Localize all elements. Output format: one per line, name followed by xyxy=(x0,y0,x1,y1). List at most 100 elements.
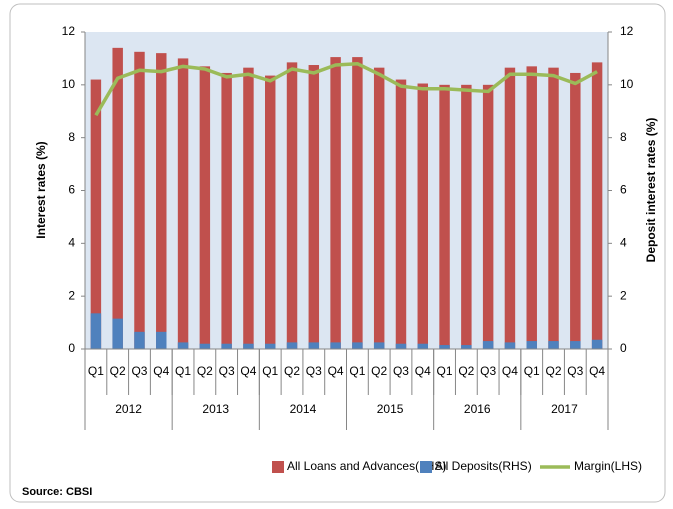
bar xyxy=(243,67,254,349)
legend-swatch xyxy=(272,461,284,473)
y2-tick-label: 6 xyxy=(620,183,627,197)
x-tick-label: Q1 xyxy=(262,364,278,378)
bar xyxy=(570,72,581,349)
y2-tick-label: 4 xyxy=(620,236,627,250)
x-tick-label: Q4 xyxy=(415,364,431,378)
x-tick-label: Q1 xyxy=(437,364,453,378)
y-axis-title: Interest rates (%) xyxy=(34,141,48,238)
x-tick-label: Q2 xyxy=(110,364,126,378)
y-tick-label: 8 xyxy=(68,130,75,144)
x-group-label: 2016 xyxy=(464,402,491,416)
x-tick-label: Q3 xyxy=(131,364,147,378)
y-tick-label: 10 xyxy=(62,77,76,91)
legend-label: All Loans and Advances(LHS) xyxy=(287,459,446,473)
y2-tick-label: 0 xyxy=(620,341,627,355)
bar xyxy=(308,65,320,349)
legend-label: All Deposits(RHS) xyxy=(435,459,532,473)
x-tick-label: Q1 xyxy=(524,364,540,378)
bar xyxy=(264,75,276,350)
bar xyxy=(526,341,537,349)
x-tick-label: Q2 xyxy=(458,364,474,378)
x-tick-label: Q1 xyxy=(88,364,104,378)
bar xyxy=(526,66,537,349)
bar xyxy=(461,84,472,349)
bar xyxy=(90,313,102,349)
x-tick-label: Q3 xyxy=(480,364,496,378)
x-tick-label: Q2 xyxy=(197,364,213,378)
x-tick-label: Q1 xyxy=(175,364,191,378)
bar xyxy=(570,341,581,349)
bar xyxy=(417,343,429,349)
bar xyxy=(156,53,167,350)
bar xyxy=(156,331,167,349)
bar xyxy=(482,84,494,349)
bar xyxy=(439,84,450,349)
y-tick-label: 4 xyxy=(68,236,75,250)
bar xyxy=(199,66,211,349)
bar xyxy=(286,62,298,350)
y-tick-label: 6 xyxy=(68,183,75,197)
bar xyxy=(439,345,450,349)
y-tick-label: 0 xyxy=(68,341,75,355)
y2-tick-label: 2 xyxy=(620,288,627,302)
plot-area xyxy=(85,32,608,349)
y2-axis-title: Deposit interest rates (%) xyxy=(644,118,658,263)
bar xyxy=(112,318,123,349)
y2-tick-label: 12 xyxy=(620,24,634,38)
x-tick-label: Q4 xyxy=(240,364,256,378)
x-group-label: 2017 xyxy=(551,402,578,416)
bar xyxy=(112,47,123,349)
bar xyxy=(308,342,320,349)
y-tick-label: 2 xyxy=(68,288,75,302)
bar xyxy=(134,51,145,349)
bar xyxy=(373,342,385,349)
bar xyxy=(591,62,603,350)
x-tick-label: Q4 xyxy=(153,364,169,378)
source-note: Source: CBSI xyxy=(22,486,92,498)
bar xyxy=(90,79,102,350)
bar xyxy=(395,79,407,350)
bar xyxy=(134,331,145,349)
x-tick-label: Q3 xyxy=(306,364,322,378)
bar xyxy=(243,343,254,349)
x-group-label: 2013 xyxy=(202,402,229,416)
x-tick-label: Q3 xyxy=(393,364,409,378)
bar xyxy=(395,343,407,349)
bar xyxy=(352,57,363,350)
bar xyxy=(199,343,211,349)
x-tick-label: Q3 xyxy=(219,364,235,378)
x-group-label: 2015 xyxy=(377,402,404,416)
y2-tick-label: 8 xyxy=(620,130,627,144)
x-tick-label: Q2 xyxy=(371,364,387,378)
bar xyxy=(221,343,232,349)
bar xyxy=(177,342,189,349)
bar xyxy=(330,342,341,349)
bar xyxy=(504,342,516,349)
bar xyxy=(591,339,603,349)
bar xyxy=(264,343,276,349)
bar xyxy=(461,345,472,349)
legend-label: Margin(LHS) xyxy=(574,459,642,473)
bar xyxy=(482,341,494,349)
x-tick-label: Q1 xyxy=(349,364,365,378)
bar xyxy=(504,67,516,349)
x-tick-label: Q4 xyxy=(328,364,344,378)
x-tick-label: Q3 xyxy=(567,364,583,378)
x-tick-label: Q2 xyxy=(284,364,300,378)
x-tick-label: Q4 xyxy=(502,364,518,378)
y-tick-label: 12 xyxy=(62,24,76,38)
bar xyxy=(330,57,341,350)
bar xyxy=(221,72,232,349)
bar xyxy=(286,342,298,349)
legend-swatch xyxy=(420,461,432,473)
y2-tick-label: 10 xyxy=(620,77,634,91)
x-tick-label: Q2 xyxy=(546,364,562,378)
bar xyxy=(548,67,559,349)
x-tick-label: Q4 xyxy=(589,364,605,378)
bar xyxy=(548,341,559,349)
bar xyxy=(373,67,385,349)
bar xyxy=(417,83,429,349)
line-series xyxy=(94,61,598,117)
x-group-label: 2014 xyxy=(290,402,317,416)
